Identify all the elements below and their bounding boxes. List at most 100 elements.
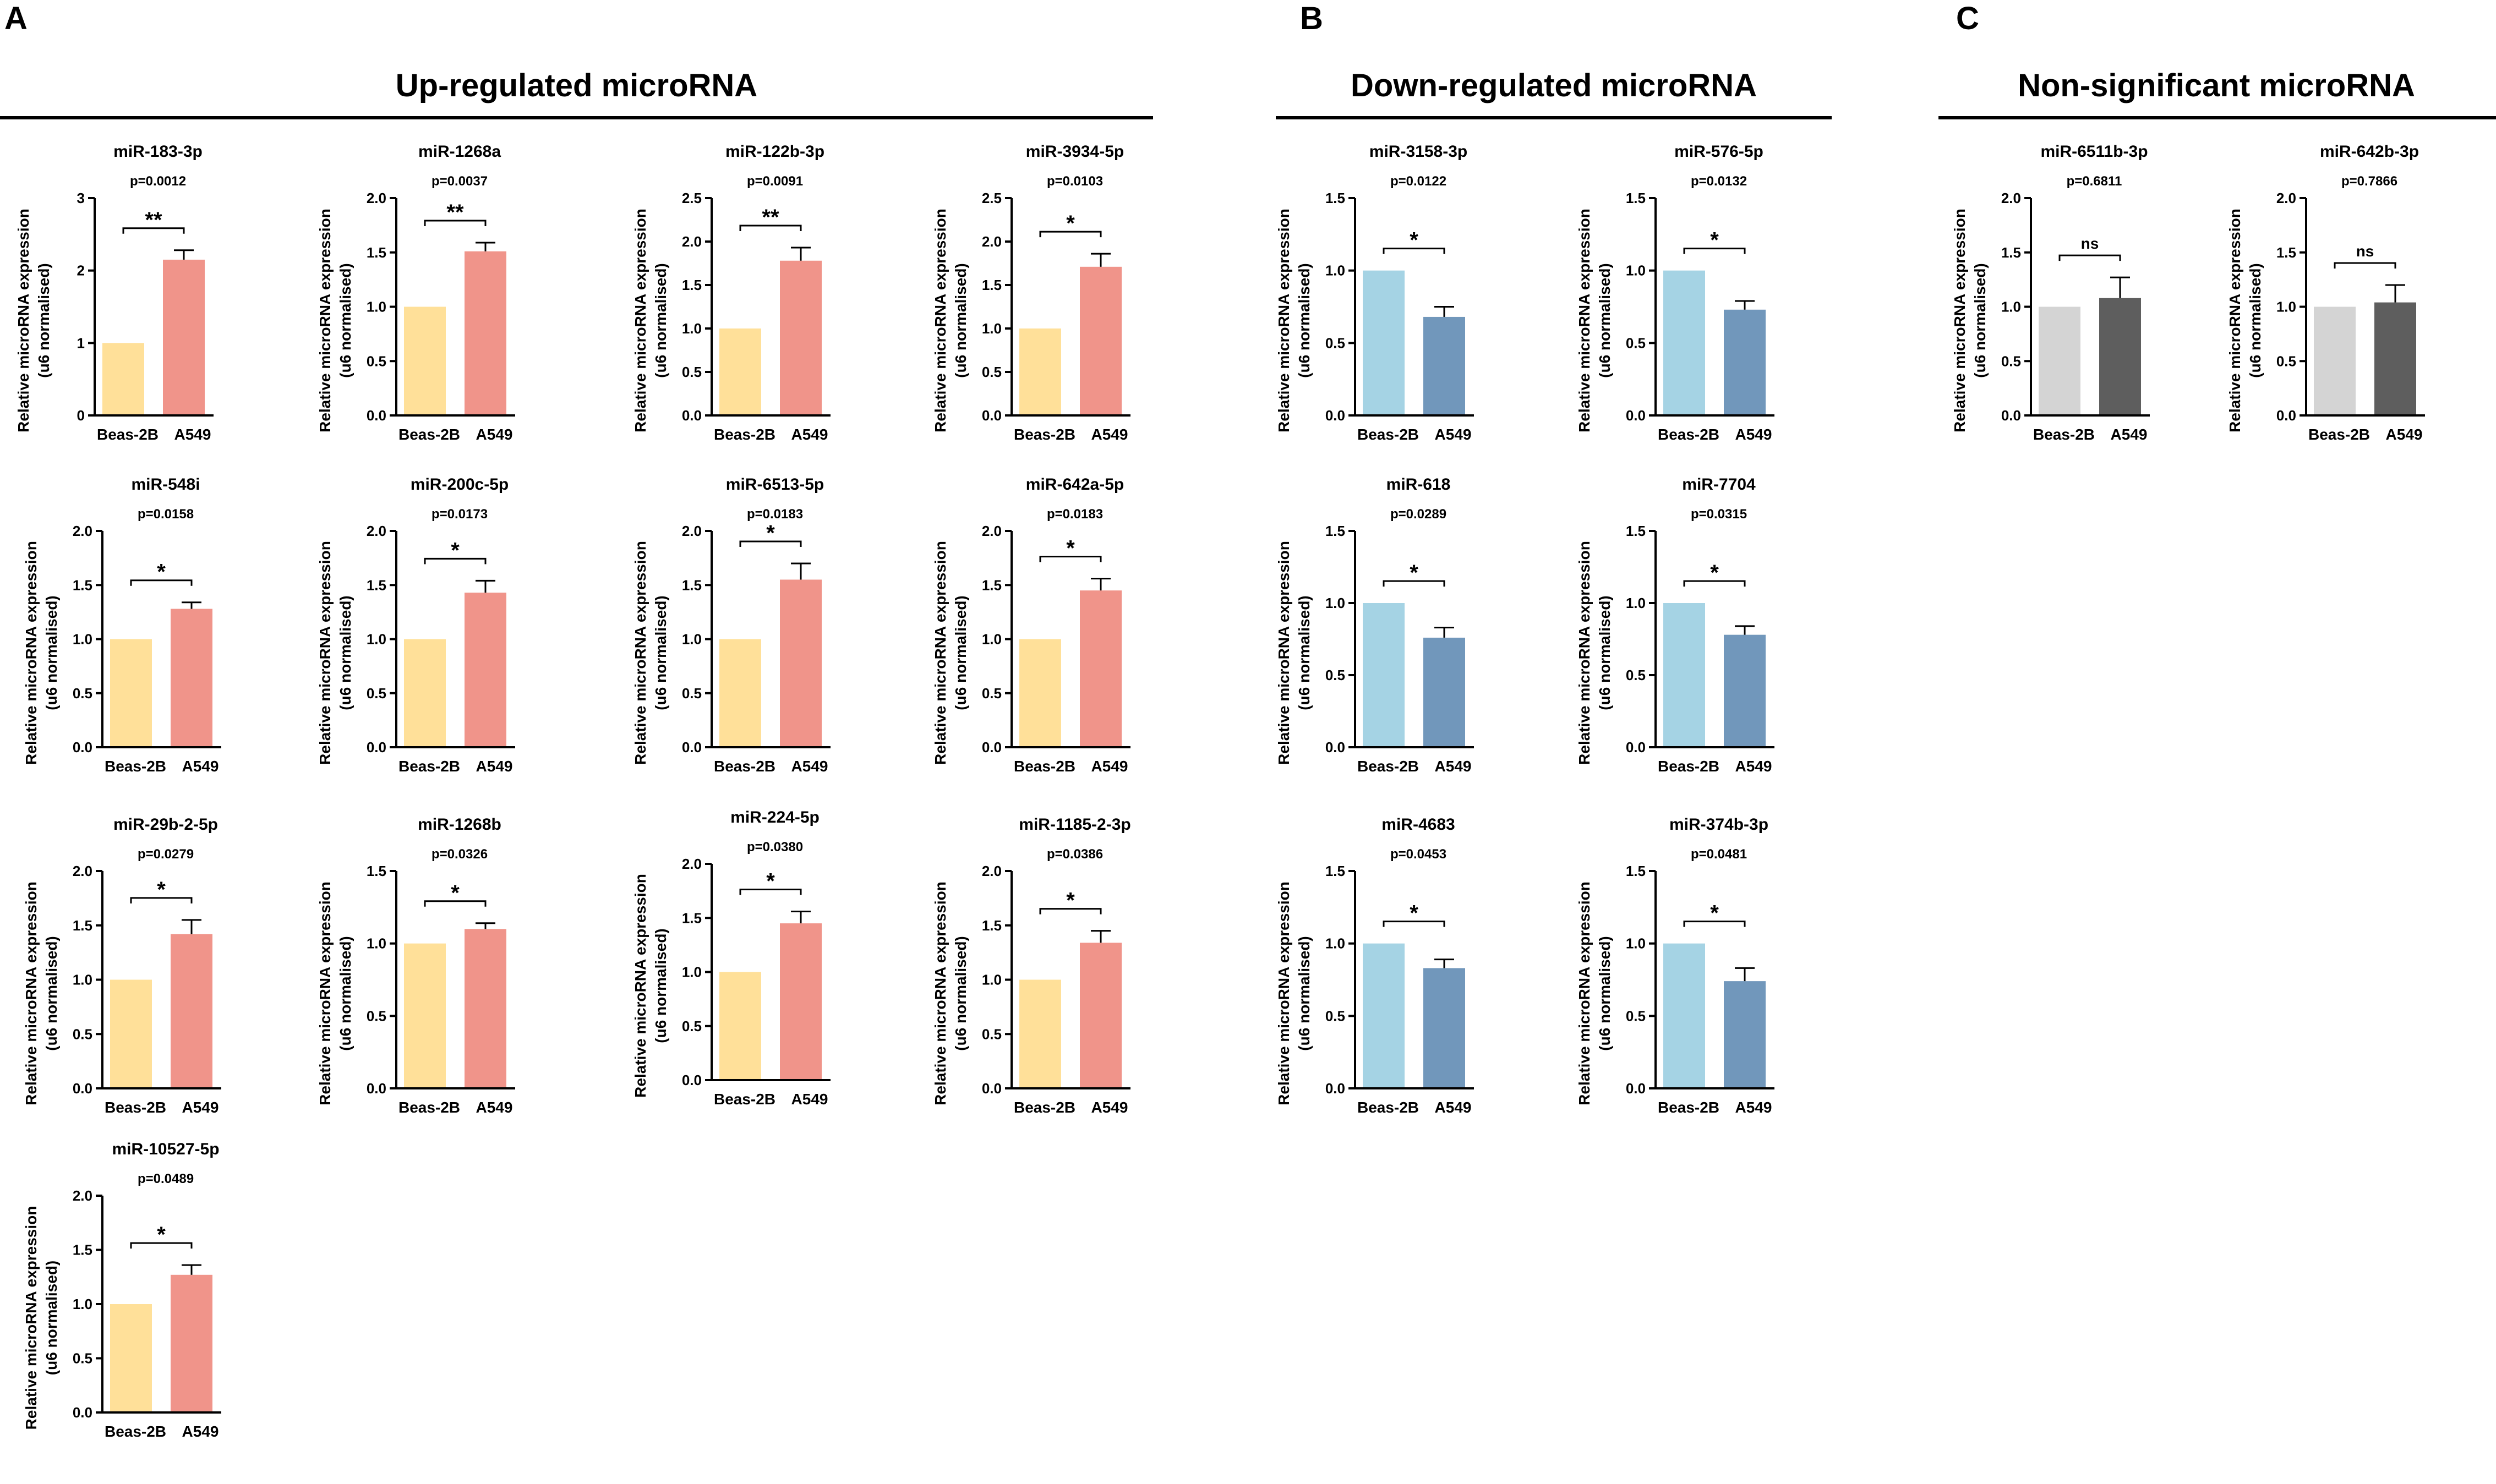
y-axis-label: Relative microRNA expression	[1275, 541, 1292, 765]
chart-title: miR-3934-5p	[1026, 143, 1124, 161]
significance-bracket	[1039, 908, 1102, 915]
section-rule-ns	[1938, 116, 2496, 119]
y-axis-label-unit: (u6 normalised)	[1971, 263, 1989, 377]
bar-Beas-2B	[404, 306, 446, 415]
y-axis-label: Relative microRNA expression	[316, 209, 334, 432]
y-tick-label: 1.0	[73, 631, 92, 648]
bar-chart-miR-6511b-3p: miR-6511b-3p p=0.6811 Relative microRNA ex…	[1951, 143, 2150, 443]
x-tick-label: Beas-2B	[2308, 426, 2370, 443]
significance-marker: ns	[2356, 243, 2374, 260]
y-tick-label: 0.0	[73, 1404, 92, 1421]
y-tick-label: 2.0	[73, 523, 92, 539]
x-tick-label: A549	[476, 758, 513, 775]
y-tick-label: 1.0	[1626, 595, 1646, 611]
y-tick-label: 0.5	[1325, 1007, 1345, 1024]
x-tick-label: A549	[476, 426, 513, 443]
y-tick-label: 1.5	[73, 1242, 92, 1258]
y-axis-label: Relative microRNA expression	[1275, 881, 1292, 1105]
bar-chart-miR-1268b: miR-1268b p=0.0326 Relative microRNA expre…	[316, 815, 515, 1116]
bar-Beas-2B	[1363, 603, 1405, 747]
y-tick-label: 1.5	[982, 917, 1002, 934]
y-axis-label-unit: (u6 normalised)	[35, 263, 52, 377]
y-tick-label: 1.5	[982, 577, 1002, 593]
y-tick-label: 0.0	[367, 1080, 386, 1097]
y-tick-label: 1.0	[73, 1296, 92, 1312]
y-tick-label: 0.0	[1626, 739, 1646, 755]
y-axis-label-unit: (u6 normalised)	[1596, 936, 1613, 1050]
y-axis-label: Relative microRNA expression	[1275, 209, 1292, 432]
significance-marker: ns	[2081, 235, 2099, 252]
x-tick-label: Beas-2B	[1357, 1099, 1419, 1116]
significance-bracket	[130, 1242, 193, 1249]
bar-chart-miR-642b-3p: miR-642b-3p p=0.7866 Relative microRNA exp…	[2226, 143, 2425, 443]
y-tick-label: 1.0	[682, 320, 702, 337]
p-value-label: p=0.0158	[138, 507, 194, 522]
y-tick-label: 0.0	[1325, 739, 1345, 755]
y-tick-label: 1.0	[982, 320, 1002, 337]
y-tick-label: 0.5	[982, 685, 1002, 702]
y-tick-label: 2.5	[682, 190, 702, 206]
bar-Beas-2B	[110, 979, 152, 1088]
y-tick-label: 0.0	[2001, 407, 2021, 424]
chart-title: miR-7704	[1682, 475, 1756, 494]
bar-A549	[171, 934, 212, 1088]
y-tick-label: 1.0	[982, 631, 1002, 648]
bar-chart-miR-548i: miR-548i p=0.0158 Relative microRNA expres…	[23, 475, 221, 775]
y-tick-label: 2.0	[982, 233, 1002, 250]
y-axis-label-unit: (u6 normalised)	[2247, 263, 2264, 377]
x-tick-label: Beas-2B	[1357, 758, 1419, 775]
x-tick-label: Beas-2B	[105, 758, 166, 775]
y-tick-label: 1.0	[367, 631, 386, 648]
bar-A549	[1724, 309, 1766, 415]
y-axis-label-unit: (u6 normalised)	[1296, 263, 1313, 377]
significance-marker: **	[446, 200, 464, 224]
significance-bracket	[424, 557, 487, 565]
y-tick-label: 0.5	[1626, 1007, 1646, 1024]
y-tick-label: 1.5	[1626, 523, 1646, 539]
p-value-label: p=0.0315	[1691, 507, 1747, 522]
y-tick-label: 1.5	[2276, 244, 2296, 261]
significance-marker: *	[766, 869, 775, 893]
y-tick-label: 0.5	[367, 353, 386, 369]
y-tick-label: 2.0	[2276, 190, 2296, 206]
y-tick-label: 1.5	[2001, 244, 2021, 261]
bar-A549	[1724, 981, 1766, 1088]
significance-marker: *	[1066, 211, 1075, 236]
y-axis-label: Relative microRNA expression	[316, 881, 334, 1105]
significance-bracket	[130, 897, 193, 903]
significance-bracket	[1383, 921, 1445, 927]
y-tick-label: 1.5	[682, 910, 702, 926]
x-tick-label: Beas-2B	[1658, 1099, 1719, 1116]
p-value-label: p=0.0037	[432, 174, 488, 189]
y-axis-label: Relative microRNA expression	[632, 541, 649, 765]
y-tick-label: 1.5	[682, 577, 702, 593]
bar-Beas-2B	[1663, 603, 1705, 747]
chart-title: miR-4683	[1381, 815, 1455, 834]
significance-bracket	[2058, 254, 2121, 261]
significance-marker: *	[451, 881, 460, 905]
y-tick-label: 1	[77, 335, 85, 351]
bar-A549	[465, 929, 506, 1088]
y-axis-label: Relative microRNA expression	[2226, 209, 2243, 432]
y-tick-label: 0.0	[1626, 407, 1646, 424]
x-tick-label: A549	[1091, 426, 1128, 443]
y-tick-label: 0.5	[2276, 353, 2296, 369]
panel-letter-a: A	[4, 1, 28, 36]
bar-chart-miR-3158-3p: miR-3158-3p p=0.0122 Relative microRNA exp…	[1275, 143, 1474, 443]
x-tick-label: A549	[791, 1091, 828, 1108]
y-tick-label: 0.0	[1325, 1080, 1345, 1097]
y-tick-label: 2.5	[982, 190, 1002, 206]
bar-chart-miR-7704: miR-7704 p=0.0315 Relative microRNA expres…	[1576, 475, 1774, 775]
chart-title: miR-183-3p	[113, 143, 203, 161]
chart-title: miR-642b-3p	[2320, 143, 2419, 161]
bar-Beas-2B	[404, 639, 446, 747]
y-tick-label: 0.5	[982, 1026, 1002, 1042]
y-axis-label: Relative microRNA expression	[23, 1206, 40, 1430]
section-rule-down	[1276, 116, 1832, 119]
significance-bracket	[130, 579, 193, 586]
bar-A549	[780, 923, 822, 1080]
x-tick-label: Beas-2B	[398, 1099, 460, 1116]
significance-bracket	[739, 540, 802, 547]
y-tick-label: 1.5	[1626, 863, 1646, 879]
bar-chart-miR-642a-5p: miR-642a-5p p=0.0183 Relative microRNA exp…	[932, 475, 1130, 775]
